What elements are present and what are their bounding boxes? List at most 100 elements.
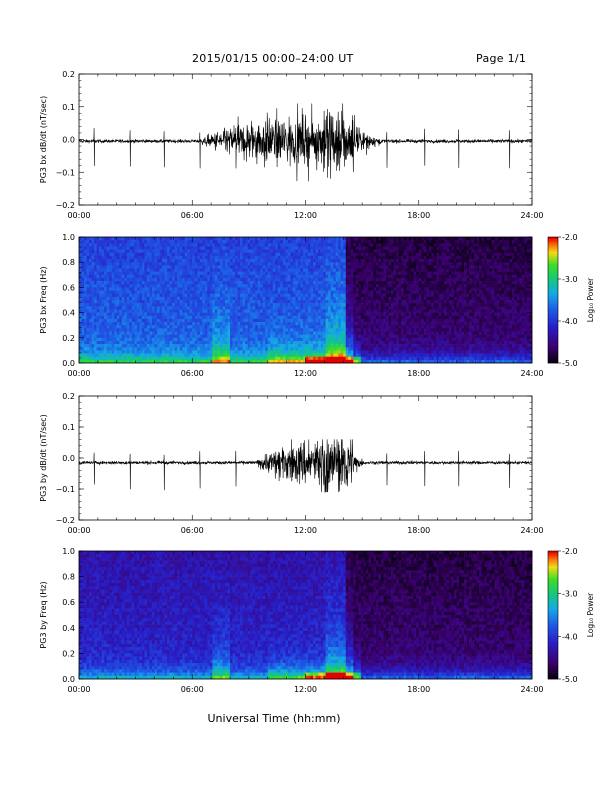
- heatmap-cell: [192, 296, 196, 301]
- heatmap-cell: [149, 340, 153, 345]
- heatmap-cell: [94, 315, 97, 320]
- heatmap-cell: [182, 252, 185, 257]
- heatmap-cell: [224, 290, 228, 294]
- heatmap-cell: [174, 246, 178, 250]
- heatmap-cell: [375, 281, 379, 285]
- heatmap-cell: [318, 262, 321, 266]
- heatmap-cell: [242, 312, 246, 317]
- heatmap-cell: [292, 309, 296, 313]
- heatmap-cell: [199, 293, 203, 298]
- heatmap-cell: [318, 337, 321, 342]
- heatmap-cell: [169, 262, 173, 266]
- heatmap-cell: [217, 325, 221, 329]
- heatmap-cell: [375, 252, 379, 257]
- heatmap-cell: [164, 252, 168, 257]
- heatmap-cell: [360, 353, 364, 357]
- heatmap-cell: [360, 271, 364, 276]
- heatmap-cell: [182, 300, 185, 304]
- heatmap-cell: [111, 328, 115, 332]
- heatmap-cell: [373, 331, 377, 335]
- heatmap-cell: [290, 240, 294, 244]
- heatmap-cell: [257, 309, 261, 313]
- heatmap-cell: [124, 240, 128, 244]
- heatmap-cell: [260, 252, 264, 257]
- heatmap-cell: [222, 249, 226, 254]
- heatmap-cell: [270, 274, 274, 279]
- heatmap-cell: [280, 249, 284, 254]
- heatmap-cell: [370, 246, 374, 250]
- heatmap-cell: [179, 356, 183, 361]
- heatmap-cell: [318, 259, 321, 263]
- heatmap-cell: [345, 337, 349, 342]
- heatmap-cell: [275, 303, 279, 307]
- heatmap-cell: [79, 300, 82, 304]
- heatmap-cell: [162, 271, 165, 276]
- heatmap-cell: [79, 284, 82, 288]
- heatmap-cell: [174, 249, 178, 254]
- heatmap-cell: [310, 255, 314, 260]
- heatmap-cell: [199, 356, 203, 361]
- heatmap-cell: [159, 262, 163, 266]
- heatmap-cell: [262, 340, 266, 345]
- heatmap-cell: [214, 340, 218, 345]
- heatmap-cell: [363, 300, 367, 304]
- heatmap-cell: [172, 331, 175, 335]
- heatmap-cell: [323, 322, 326, 326]
- heatmap-cell: [164, 268, 168, 272]
- heatmap-cell: [252, 240, 256, 244]
- heatmap-cell: [159, 350, 163, 354]
- heatmap-cell: [174, 296, 178, 301]
- heatmap-cell: [267, 337, 271, 342]
- heatmap-cell: [350, 259, 354, 263]
- heatmap-cell: [141, 284, 145, 288]
- heatmap-cell: [230, 296, 233, 301]
- heatmap-cell: [116, 271, 120, 276]
- heatmap-cell: [267, 246, 271, 250]
- heatmap-cell: [363, 356, 367, 361]
- heatmap-cell: [199, 287, 203, 291]
- heatmap-cell: [365, 277, 369, 282]
- heatmap-cell: [149, 249, 153, 254]
- heatmap-cell: [177, 312, 180, 317]
- heatmap-cell: [305, 252, 309, 257]
- heatmap-cell: [86, 237, 90, 241]
- heatmap-cell: [79, 356, 82, 361]
- heatmap-cell: [96, 265, 100, 269]
- heatmap-cell: [224, 337, 228, 342]
- heatmap-cell: [162, 306, 165, 310]
- heatmap-cell: [260, 249, 264, 254]
- heatmap-cell: [373, 259, 377, 263]
- heatmap-cell: [320, 287, 324, 291]
- heatmap-cell: [260, 243, 264, 247]
- heatmap-cell: [174, 271, 178, 276]
- heatmap-cell: [106, 240, 110, 244]
- heatmap-cell: [169, 268, 173, 272]
- heatmap-cell: [114, 309, 118, 313]
- heatmap-cell: [94, 252, 97, 257]
- heatmap-cell: [204, 331, 208, 335]
- heatmap-cell: [343, 287, 347, 291]
- heatmap-cell: [189, 259, 193, 263]
- heatmap-cell: [214, 300, 218, 304]
- heatmap-cell: [129, 309, 133, 313]
- heatmap-cell: [174, 293, 178, 298]
- heatmap-cell: [353, 281, 357, 285]
- heatmap-cell: [313, 274, 316, 279]
- heatmap-cell: [214, 268, 218, 272]
- heatmap-cell: [265, 353, 269, 357]
- heatmap-cell: [360, 277, 364, 282]
- heatmap-cell: [151, 337, 155, 342]
- heatmap-cell: [109, 281, 113, 285]
- heatmap-cell: [277, 240, 281, 244]
- heatmap-cell: [353, 284, 357, 288]
- heatmap-cell: [119, 287, 123, 291]
- heatmap-cell: [375, 334, 379, 339]
- heatmap-cell: [151, 240, 155, 244]
- heatmap-cell: [282, 309, 286, 313]
- heatmap-cell: [101, 287, 105, 291]
- heatmap-cell: [124, 290, 128, 294]
- heatmap-cell: [328, 303, 331, 307]
- heatmap-cell: [164, 262, 168, 266]
- heatmap-cell: [91, 277, 95, 282]
- heatmap-cell: [227, 274, 231, 279]
